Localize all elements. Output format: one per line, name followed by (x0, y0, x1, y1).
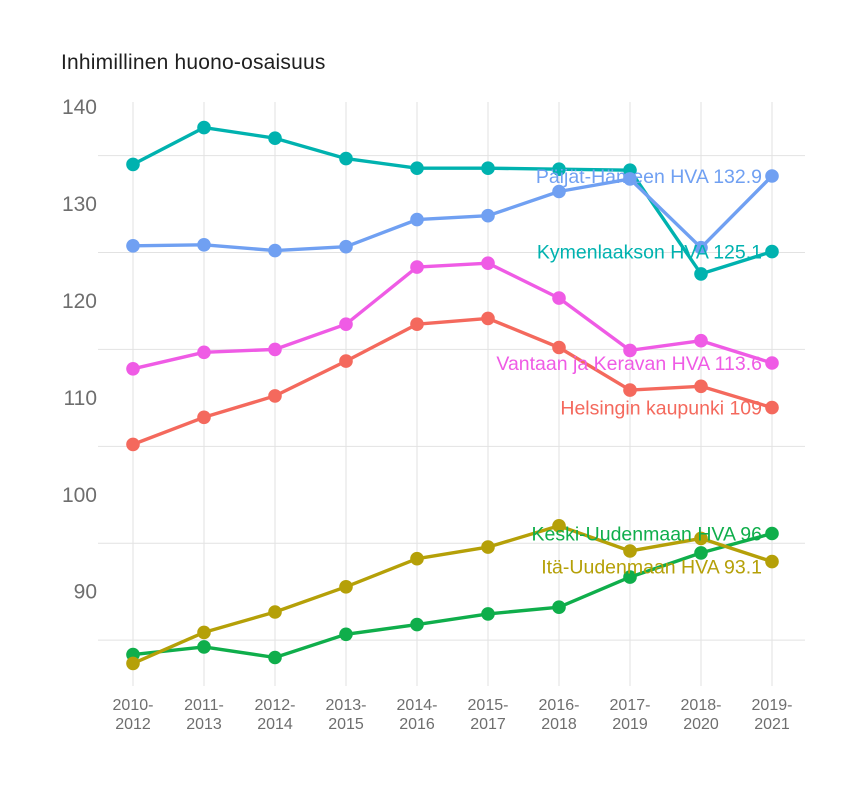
data-point-vantaan-ja-keravan-hva (410, 260, 424, 274)
data-point-paijat-hameen-hva (339, 239, 353, 254)
series-line-ita-uudenmaan-hva (131, 524, 774, 666)
y-tick-label: 120 (62, 290, 97, 313)
data-point-vantaan-ja-keravan-hva (268, 342, 282, 357)
y-tick-label: 110 (64, 387, 97, 410)
data-point-keski-uudenmaan-hva (765, 526, 779, 541)
data-point-ita-uudenmaan-hva (339, 580, 353, 594)
data-point-keski-uudenmaan-hva (481, 607, 495, 621)
series-label-kymenlaakson-hva: Kymenlaakson HVA 125.1 (537, 242, 762, 264)
data-point-vantaan-ja-keravan-hva (694, 333, 708, 348)
data-point-ita-uudenmaan-hva (197, 625, 211, 640)
data-point-helsingin-kaupunki (481, 311, 495, 326)
x-tick-label: 2012-2014 (255, 697, 296, 733)
x-tick-label: 2013-2015 (326, 697, 367, 733)
x-tick-label: 2014-2016 (397, 697, 438, 733)
data-point-kymenlaakson-hva (694, 267, 708, 281)
data-point-ita-uudenmaan-hva (623, 544, 637, 558)
series-line-kymenlaakson-hva (131, 125, 774, 276)
data-point-kymenlaakson-hva (339, 151, 353, 166)
data-point-kymenlaakson-hva (410, 161, 424, 175)
x-tick-label: 2015-2017 (468, 697, 509, 733)
series-line-vantaan-ja-keravan-hva (131, 261, 774, 371)
y-tick-label: 90 (74, 581, 97, 604)
data-point-vantaan-ja-keravan-hva (552, 291, 566, 305)
data-point-helsingin-kaupunki (197, 410, 211, 425)
data-point-paijat-hameen-hva (694, 240, 708, 255)
data-point-helsingin-kaupunki (765, 400, 779, 415)
data-point-vantaan-ja-keravan-hva (197, 345, 211, 360)
data-point-paijat-hameen-hva (126, 239, 140, 253)
data-point-kymenlaakson-hva (552, 162, 566, 176)
data-point-vantaan-ja-keravan-hva (126, 362, 140, 376)
data-point-helsingin-kaupunki (694, 379, 708, 394)
data-point-kymenlaakson-hva (765, 244, 779, 259)
data-point-helsingin-kaupunki (339, 354, 353, 368)
data-point-paijat-hameen-hva (410, 212, 424, 227)
data-point-ita-uudenmaan-hva (410, 551, 424, 566)
series-label-ita-uudenmaan-hva: Itä-Uudenmaan HVA 93.1 (541, 557, 762, 579)
y-tick-label: 100 (62, 484, 97, 507)
data-point-ita-uudenmaan-hva (481, 540, 495, 554)
data-point-keski-uudenmaan-hva (339, 627, 353, 642)
data-point-kymenlaakson-hva (126, 157, 140, 172)
data-point-ita-uudenmaan-hva (126, 656, 140, 671)
series-line-keski-uudenmaan-hva (131, 531, 774, 660)
data-point-paijat-hameen-hva (481, 208, 495, 223)
x-tick-label: 2010-2012 (113, 697, 154, 733)
series-line-helsingin-kaupunki (131, 316, 774, 447)
x-tick-label: 2016-2018 (539, 697, 580, 733)
data-point-helsingin-kaupunki (552, 340, 566, 355)
data-point-ita-uudenmaan-hva (765, 554, 779, 569)
series-line-paijat-hameen-hva (131, 174, 774, 253)
data-point-paijat-hameen-hva (197, 238, 211, 252)
chart-title: Inhimillinen huono-osaisuus (61, 51, 326, 74)
data-point-vantaan-ja-keravan-hva (623, 343, 637, 358)
data-point-vantaan-ja-keravan-hva (765, 356, 779, 370)
data-point-keski-uudenmaan-hva (623, 570, 637, 584)
x-tick-label: 2011-2013 (184, 697, 224, 733)
data-point-vantaan-ja-keravan-hva (339, 317, 353, 332)
data-point-paijat-hameen-hva (552, 184, 566, 199)
series-label-vantaan-ja-keravan-hva: Vantaan ja Keravan HVA 113.6 (496, 353, 762, 375)
series-label-paijat-hameen-hva: Päijät-Hämeen HVA 132.9 (536, 166, 762, 188)
data-point-kymenlaakson-hva (268, 131, 282, 145)
data-point-ita-uudenmaan-hva (694, 531, 708, 546)
series-label-helsingin-kaupunki: Helsingin kaupunki 109 (560, 398, 762, 420)
data-point-keski-uudenmaan-hva (552, 600, 566, 614)
data-point-kymenlaakson-hva (481, 161, 495, 175)
data-point-paijat-hameen-hva (765, 169, 779, 183)
data-point-ita-uudenmaan-hva (552, 519, 566, 533)
data-point-helsingin-kaupunki (623, 383, 637, 397)
data-point-keski-uudenmaan-hva (197, 640, 211, 654)
data-point-keski-uudenmaan-hva (268, 650, 282, 665)
data-point-ita-uudenmaan-hva (268, 605, 282, 619)
y-tick-label: 140 (62, 96, 97, 119)
data-point-keski-uudenmaan-hva (694, 546, 708, 560)
x-tick-label: 2017-2019 (610, 697, 651, 733)
data-point-vantaan-ja-keravan-hva (481, 256, 495, 271)
data-point-helsingin-kaupunki (126, 437, 140, 452)
data-point-helsingin-kaupunki (268, 389, 282, 403)
data-point-paijat-hameen-hva (623, 172, 637, 186)
y-tick-label: 130 (62, 193, 97, 216)
data-point-helsingin-kaupunki (410, 317, 424, 332)
x-tick-label: 2018-2020 (681, 697, 722, 733)
data-point-keski-uudenmaan-hva (410, 617, 424, 632)
data-point-paijat-hameen-hva (268, 243, 282, 258)
series-label-keski-uudenmaan-hva: Keski-Uudenmaan HVA 96 (531, 524, 762, 546)
data-point-kymenlaakson-hva (197, 120, 211, 135)
x-tick-label: 2019-2021 (752, 697, 793, 733)
